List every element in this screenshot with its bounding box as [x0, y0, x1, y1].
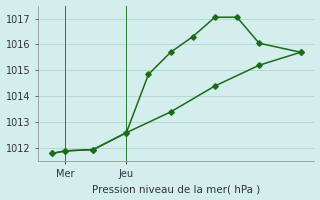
X-axis label: Pression niveau de la mer( hPa ): Pression niveau de la mer( hPa )	[92, 184, 260, 194]
